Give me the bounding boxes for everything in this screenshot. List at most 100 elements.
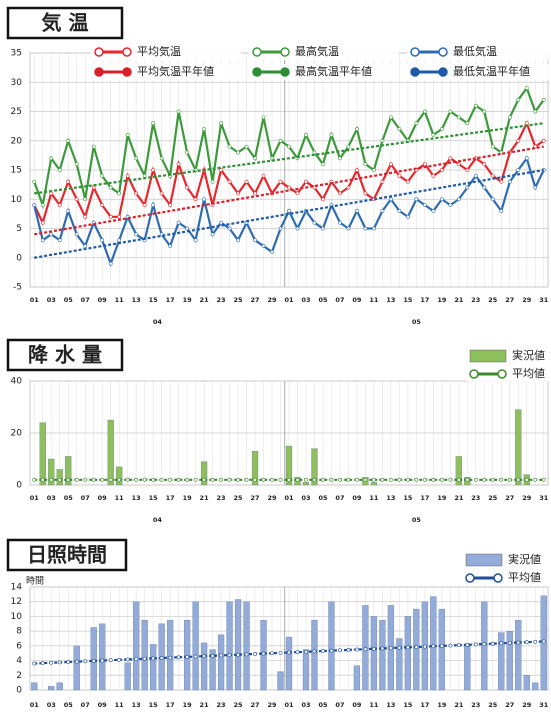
- x-tick-label: 25: [488, 296, 498, 304]
- x-tick-label: 25: [488, 701, 498, 709]
- point: [465, 642, 470, 647]
- point: [338, 648, 342, 653]
- point: [507, 115, 512, 120]
- point: [355, 127, 359, 131]
- point: [159, 156, 164, 161]
- x-tick-label: 15: [149, 494, 159, 502]
- point: [482, 642, 487, 646]
- x-tick-label: 17: [166, 701, 175, 709]
- bar: [73, 645, 80, 691]
- point: [40, 477, 45, 482]
- bar: [39, 422, 46, 486]
- point: [253, 652, 257, 656]
- point: [108, 658, 113, 663]
- bar: [413, 608, 420, 691]
- point: [57, 477, 62, 482]
- x-tick-label: 09: [352, 296, 362, 304]
- legend-marker: [469, 369, 479, 379]
- point: [168, 244, 173, 248]
- bar: [370, 616, 378, 691]
- x-tick-label: 21: [454, 701, 464, 709]
- point: [142, 656, 147, 661]
- point: [397, 209, 402, 213]
- point: [465, 185, 470, 190]
- x-tick-label: 13: [386, 701, 395, 709]
- point: [32, 661, 37, 666]
- bar: [217, 634, 225, 691]
- x-tick-label: 19: [183, 494, 193, 502]
- point: [414, 477, 419, 482]
- point: [151, 168, 156, 172]
- point: [516, 97, 521, 102]
- x-tick-label: 03: [47, 701, 56, 709]
- y-tick-label: 0: [16, 481, 22, 491]
- point: [66, 660, 71, 664]
- point: [236, 477, 240, 482]
- point: [355, 477, 359, 482]
- y-tick-label: 0: [16, 686, 22, 696]
- y-tick-label: 10: [11, 195, 23, 205]
- point: [405, 645, 410, 650]
- bar: [56, 469, 63, 486]
- x-tick-label: 25: [234, 494, 244, 502]
- point: [499, 641, 504, 646]
- x-tick-label: 19: [183, 296, 193, 304]
- point: [363, 162, 368, 167]
- point: [524, 640, 529, 645]
- y-tick-label: 0: [16, 253, 22, 263]
- point: [499, 150, 504, 155]
- point: [244, 652, 249, 657]
- point: [363, 647, 368, 652]
- bar: [124, 662, 131, 691]
- point: [57, 238, 62, 243]
- x-tick-label: 05: [318, 701, 328, 709]
- point: [338, 191, 342, 196]
- point: [134, 657, 139, 662]
- point: [219, 168, 223, 172]
- point: [287, 209, 291, 213]
- point: [499, 179, 504, 184]
- point: [312, 477, 317, 482]
- x-tick-label: 09: [98, 494, 108, 502]
- bar: [523, 675, 530, 691]
- x-tick-label: 21: [454, 494, 464, 502]
- point: [448, 477, 453, 482]
- point: [380, 477, 385, 482]
- point: [142, 203, 147, 208]
- point: [507, 179, 512, 184]
- x-tick-label: 11: [115, 701, 125, 709]
- point: [219, 121, 223, 126]
- x-tick-label: 05: [318, 494, 328, 502]
- x-tick-label: 15: [403, 701, 413, 709]
- point: [287, 477, 291, 482]
- point: [151, 477, 156, 482]
- point: [482, 162, 487, 167]
- point: [490, 477, 495, 482]
- point: [100, 238, 105, 243]
- point: [499, 477, 504, 482]
- bar: [31, 682, 38, 691]
- bar: [353, 665, 361, 691]
- x-tick-label: 15: [403, 296, 413, 304]
- point: [185, 654, 189, 659]
- legend-marker: [94, 67, 104, 77]
- point: [304, 477, 308, 482]
- point: [414, 197, 419, 202]
- point: [397, 645, 402, 650]
- x-tick-label: 15: [149, 701, 159, 709]
- point: [380, 179, 385, 184]
- x-tick-label: 13: [132, 296, 141, 304]
- point: [261, 173, 266, 178]
- y-tick-label: 4: [16, 656, 22, 666]
- normal-line: [34, 122, 544, 195]
- point: [125, 132, 130, 137]
- x-tick-label: 23: [217, 494, 226, 502]
- point: [414, 121, 419, 126]
- legend-marker: [497, 369, 507, 379]
- x-tick-label: 09: [352, 701, 362, 709]
- point: [202, 477, 206, 482]
- point: [100, 477, 105, 482]
- x-tick-label: 11: [369, 296, 379, 304]
- point: [176, 162, 181, 167]
